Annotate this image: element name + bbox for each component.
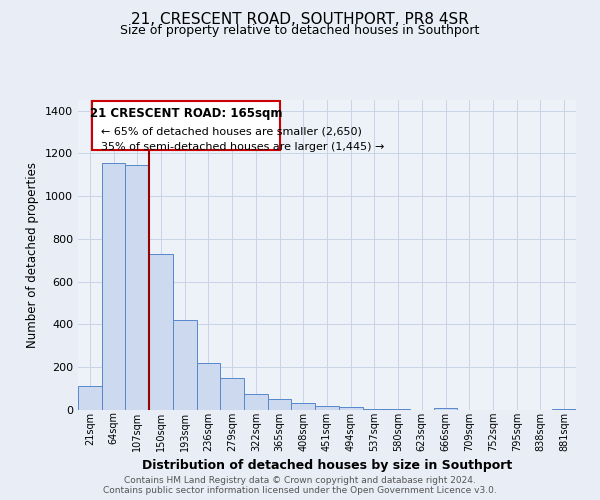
Text: Contains public sector information licensed under the Open Government Licence v3: Contains public sector information licen… xyxy=(103,486,497,495)
Bar xyxy=(362,409,386,410)
Bar xyxy=(315,406,339,410)
Bar xyxy=(386,409,410,410)
Text: 21, CRESCENT ROAD, SOUTHPORT, PR8 4SR: 21, CRESCENT ROAD, SOUTHPORT, PR8 4SR xyxy=(131,12,469,28)
X-axis label: Distribution of detached houses by size in Southport: Distribution of detached houses by size … xyxy=(142,459,512,472)
Text: Size of property relative to detached houses in Southport: Size of property relative to detached ho… xyxy=(121,24,479,37)
Text: ← 65% of detached houses are smaller (2,650): ← 65% of detached houses are smaller (2,… xyxy=(101,126,362,136)
Bar xyxy=(552,409,576,410)
Bar xyxy=(339,407,362,410)
Bar xyxy=(220,378,244,410)
Bar xyxy=(78,386,102,410)
Bar xyxy=(244,394,268,410)
Bar xyxy=(125,164,149,410)
Bar xyxy=(434,408,457,410)
Bar xyxy=(102,163,125,410)
Text: Contains HM Land Registry data © Crown copyright and database right 2024.: Contains HM Land Registry data © Crown c… xyxy=(124,476,476,485)
Bar xyxy=(197,363,220,410)
Bar xyxy=(292,402,315,410)
Bar xyxy=(149,254,173,410)
Text: 21 CRESCENT ROAD: 165sqm: 21 CRESCENT ROAD: 165sqm xyxy=(89,107,282,120)
Bar xyxy=(268,400,292,410)
Y-axis label: Number of detached properties: Number of detached properties xyxy=(26,162,40,348)
Text: 35% of semi-detached houses are larger (1,445) →: 35% of semi-detached houses are larger (… xyxy=(101,142,385,152)
Bar xyxy=(173,320,197,410)
